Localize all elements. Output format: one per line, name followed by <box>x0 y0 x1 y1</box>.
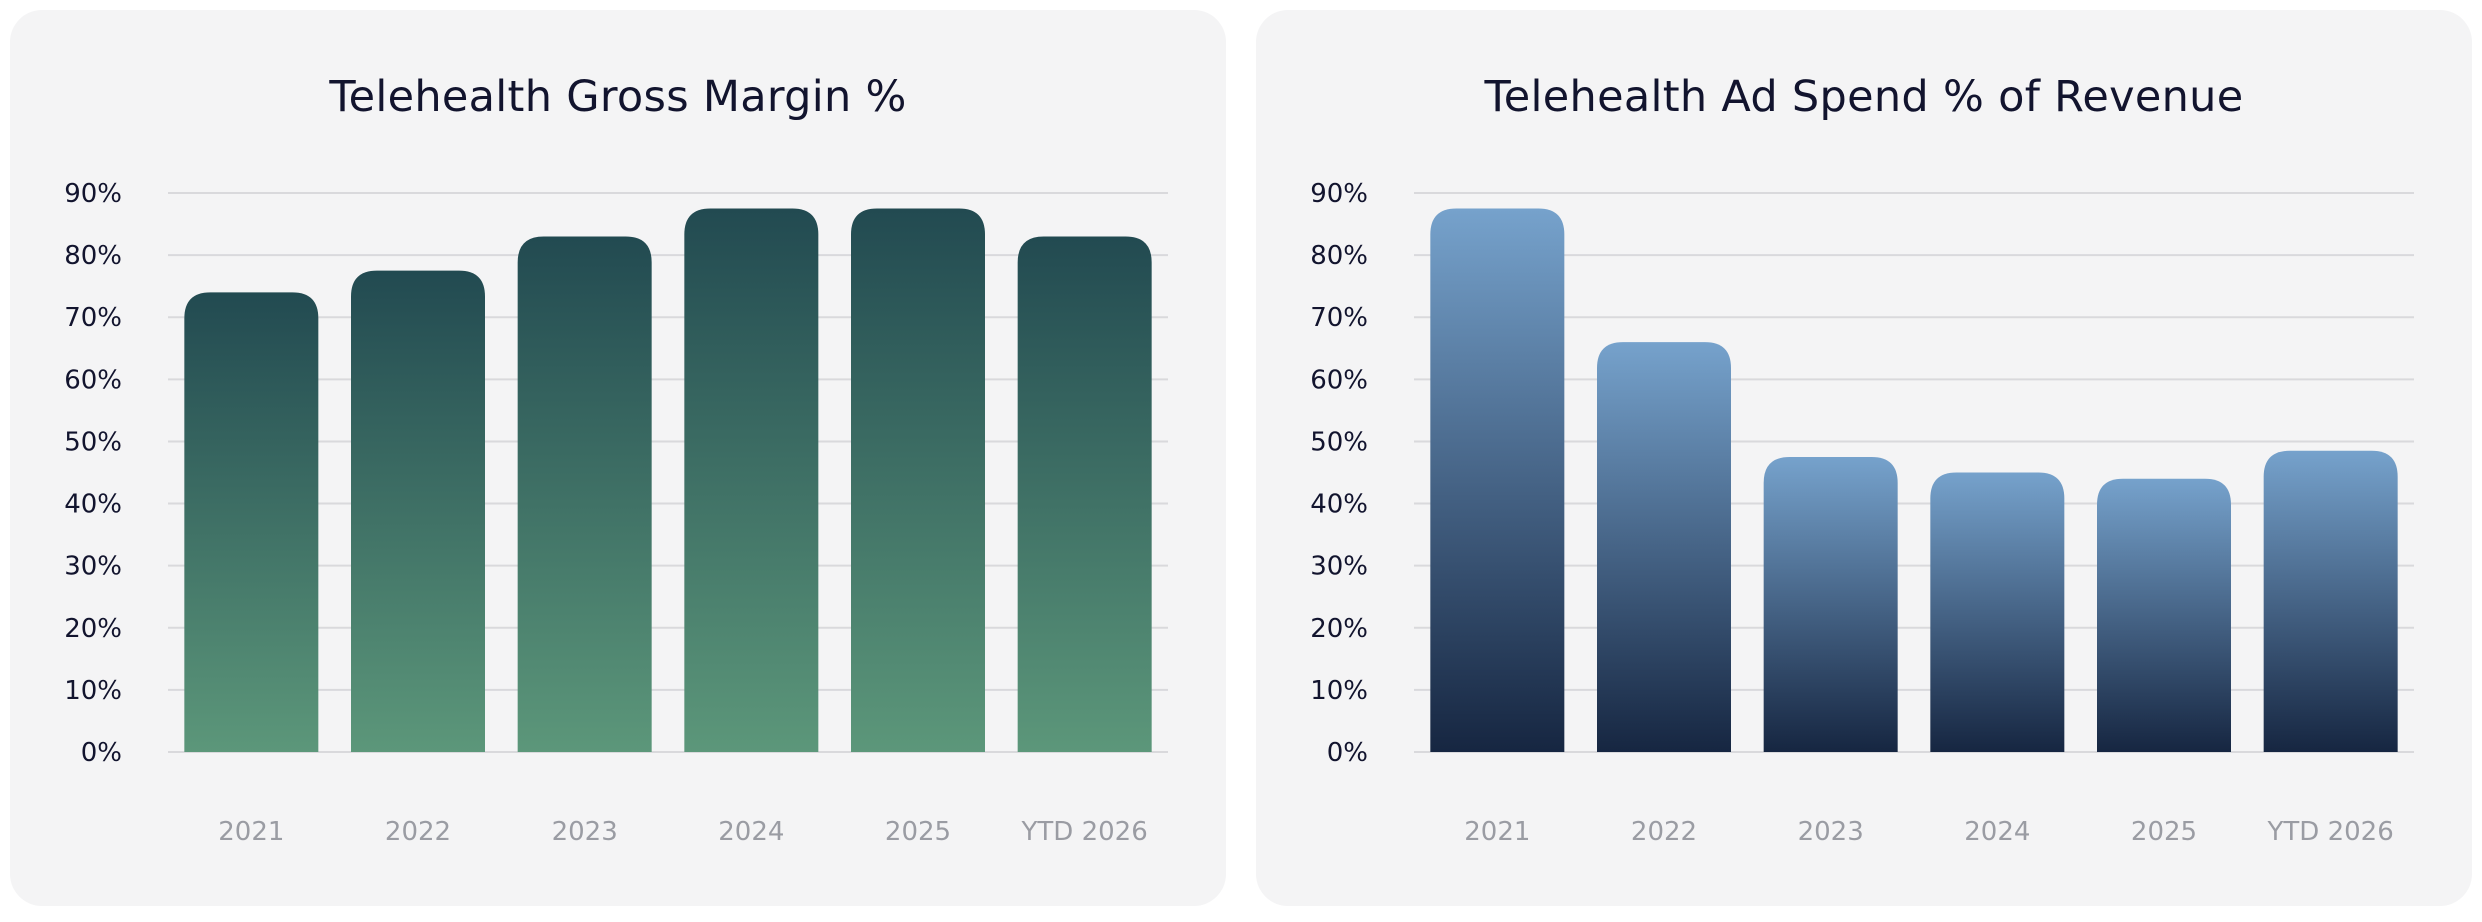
bar[interactable] <box>2097 478 2231 752</box>
x-tick-label: YTD 2026 <box>1021 817 1148 847</box>
y-tick-label: 10% <box>64 676 122 706</box>
y-tick-label: 40% <box>1310 490 1368 520</box>
y-tick-label: 20% <box>1310 614 1368 644</box>
x-tick-label: 2025 <box>885 817 951 847</box>
y-tick-label: 90% <box>1310 179 1368 209</box>
bar[interactable] <box>1930 472 2065 753</box>
bar[interactable] <box>684 208 819 752</box>
x-tick-label: 2022 <box>1631 817 1697 847</box>
bar[interactable] <box>1017 236 1152 752</box>
bar-chart-gross-margin: 0% 10% 20% 30% 40% 50% 60% 70% 80% 90% 2021 2022 202… <box>64 179 1168 847</box>
y-tick-label: 50% <box>64 427 122 457</box>
y-tick-label: 30% <box>64 552 122 582</box>
y-tick-label: 40% <box>64 490 122 520</box>
x-tick-label: 2023 <box>1798 817 1864 847</box>
bar[interactable] <box>351 270 485 752</box>
chart-panel-ad-spend: Telehealth Ad Spend % of Revenue 0% 10% 20… <box>1256 10 2472 906</box>
x-tick-label: 2021 <box>218 817 284 847</box>
bar[interactable] <box>1597 342 1731 752</box>
y-tick-label: 0% <box>1327 738 1368 768</box>
y-tick-label: 60% <box>64 365 122 395</box>
y-tick-label: 20% <box>64 614 122 644</box>
x-tick-label: 2021 <box>1464 817 1530 847</box>
y-tick-label: 90% <box>64 179 122 209</box>
bar[interactable] <box>517 236 652 752</box>
x-tick-label: 2024 <box>1964 817 2030 847</box>
bar[interactable] <box>1763 456 1898 752</box>
x-tick-label: 2025 <box>2131 817 2197 847</box>
y-tick-label: 60% <box>1310 365 1368 395</box>
y-tick-label: 0% <box>81 738 122 768</box>
bar-chart-ad-spend: 0% 10% 20% 30% 40% 50% 60% 70% 80% 90% 2021 2022 202… <box>1310 179 2414 847</box>
bar[interactable] <box>184 292 319 752</box>
y-tick-label: 30% <box>1310 552 1368 582</box>
bar[interactable] <box>851 208 985 752</box>
chart-title: Telehealth Gross Margin % <box>329 72 907 122</box>
y-tick-label: 70% <box>64 303 122 333</box>
bar[interactable] <box>1430 208 1565 752</box>
y-tick-label: 10% <box>1310 676 1368 706</box>
x-tick-label: 2023 <box>552 817 618 847</box>
y-tick-label: 80% <box>64 241 122 271</box>
chart-title: Telehealth Ad Spend % of Revenue <box>1484 72 2244 122</box>
chart-panel-gross-margin: Telehealth Gross Margin % 0% 10% 20% 30% 40%… <box>10 10 1226 906</box>
x-tick-label: YTD 2026 <box>2267 817 2394 847</box>
y-tick-label: 50% <box>1310 427 1368 457</box>
y-tick-label: 70% <box>1310 303 1368 333</box>
x-tick-label: 2024 <box>718 817 784 847</box>
x-tick-label: 2022 <box>385 817 451 847</box>
bar[interactable] <box>2263 450 2398 752</box>
y-tick-label: 80% <box>1310 241 1368 271</box>
